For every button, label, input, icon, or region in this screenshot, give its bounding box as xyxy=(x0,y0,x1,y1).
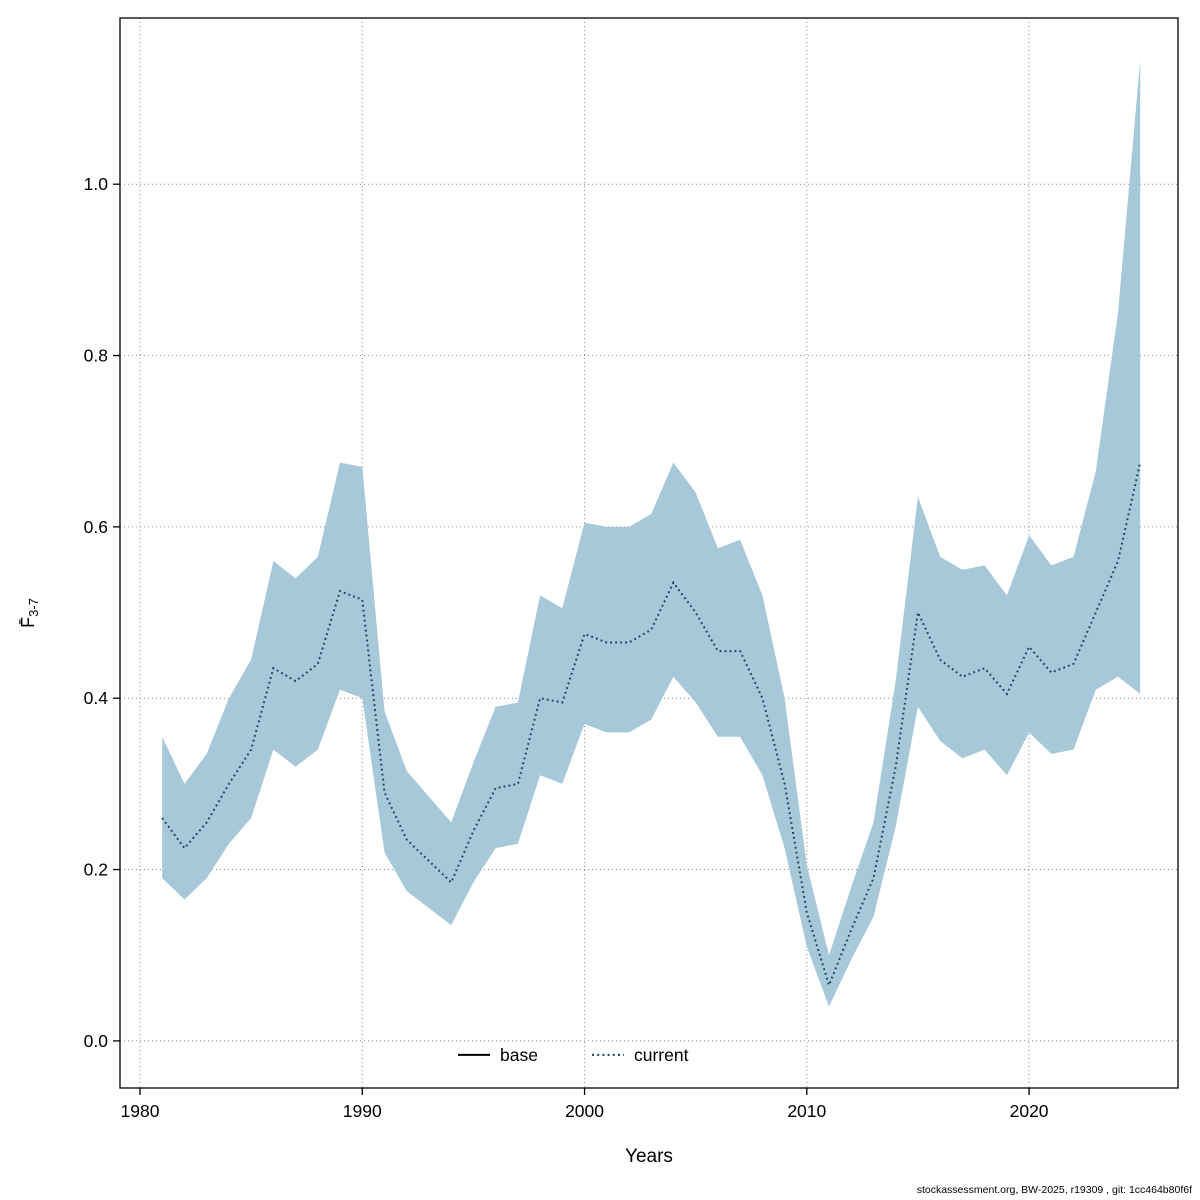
y-tick-label: 0.4 xyxy=(84,688,109,708)
current-line xyxy=(161,462,1142,989)
plot-border xyxy=(119,17,1179,1089)
legend-label-base: base xyxy=(500,1045,538,1065)
y-axis-label-text: F̄3-7 xyxy=(18,598,41,628)
confidence-band xyxy=(162,60,1141,1007)
y-tick-label: 0.6 xyxy=(84,517,108,537)
x-axis-label: Years xyxy=(625,1146,673,1167)
legend: base current xyxy=(458,1045,689,1065)
x-tick-label: 2010 xyxy=(787,1101,826,1121)
x-tick-label: 2000 xyxy=(565,1101,604,1121)
y-axis: 0.0 0.2 0.4 0.6 0.8 1.0 xyxy=(84,174,120,1051)
legend-label-current: current xyxy=(634,1045,689,1065)
y-axis-label: F̄3-7 xyxy=(18,598,41,628)
x-tick-label: 2020 xyxy=(1010,1101,1049,1121)
x-tick-label: 1980 xyxy=(121,1101,160,1121)
x-tick-label: 1990 xyxy=(343,1101,382,1121)
y-tick-label: 1.0 xyxy=(84,174,109,194)
footer-citation: stockassessment.org, BW-2025, r19309 , g… xyxy=(916,1184,1192,1196)
y-tick-label: 0.0 xyxy=(84,1031,109,1051)
y-tick-label: 0.2 xyxy=(84,860,108,880)
y-tick-label: 0.8 xyxy=(84,346,108,366)
x-axis: 1980 1990 2000 2010 2020 xyxy=(121,1088,1049,1121)
